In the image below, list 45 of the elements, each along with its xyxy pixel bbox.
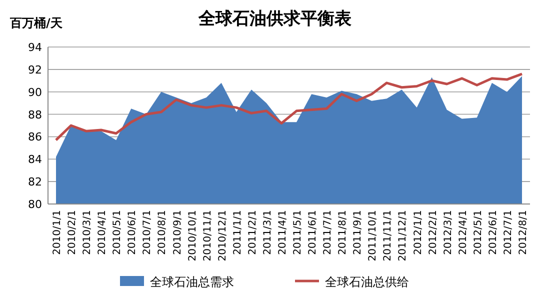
x-tick-label: 2011/10/1: [368, 210, 379, 262]
x-tick-label: 2011/2/1: [247, 210, 258, 255]
x-tick-label: 2010/9/1: [172, 210, 184, 255]
x-tick-label: 2010/1/1: [52, 210, 63, 255]
x-tick-label: 2010/11/1: [202, 210, 214, 262]
x-tick-label: 2011/6/1: [308, 210, 319, 255]
x-tick-label: 2011/12/1: [398, 210, 409, 262]
y-tick-label: 82: [28, 176, 42, 189]
x-tick-label: 2012/3/1: [442, 210, 454, 255]
x-tick-label: 2011/8/1: [338, 210, 349, 255]
x-tick-label: 2011/7/1: [322, 210, 334, 255]
x-tick-label: 2012/7/1: [502, 210, 514, 255]
x-tick-label: 2012/4/1: [458, 210, 469, 255]
x-tick-label: 2012/5/1: [472, 210, 484, 255]
chart-title: 全球石油供求平衡表: [198, 9, 352, 29]
x-tick-label: 2010/4/1: [97, 210, 108, 255]
legend-label: 全球石油总需求: [150, 275, 234, 289]
x-tick-label: 2010/8/1: [157, 210, 168, 255]
x-tick-label: 2012/2/1: [428, 210, 439, 255]
x-tick-label: 2011/1/1: [232, 210, 244, 255]
x-tick-label: 2010/6/1: [127, 210, 138, 255]
y-tick-label: 86: [28, 130, 42, 144]
x-tick-label: 2010/10/1: [187, 210, 198, 262]
x-tick-label: 2011/4/1: [277, 210, 288, 255]
y-tick-label: 88: [28, 108, 42, 122]
x-tick-label: 2012/8/1: [518, 210, 529, 255]
legend-label: 全球石油总供给: [325, 275, 409, 289]
x-tick-label: 2010/2/1: [67, 210, 78, 255]
x-tick-label: 2010/12/1: [217, 210, 228, 262]
x-tick-label: 2010/3/1: [82, 210, 94, 255]
y-tick-label: 92: [28, 63, 42, 76]
y-axis-title: 百万桶/天: [9, 16, 64, 30]
y-tick-label: 80: [28, 198, 42, 211]
x-tick-label: 2012/1/1: [412, 210, 424, 255]
line-series: [54, 72, 524, 142]
x-tick-label: 2010/5/1: [112, 210, 124, 255]
x-tick-label: 2011/9/1: [352, 210, 364, 255]
x-tick-label: 2011/11/1: [382, 210, 394, 262]
x-tick-label: 2010/7/1: [142, 210, 154, 255]
x-tick-label: 2011/5/1: [292, 210, 304, 255]
y-tick-label: 94: [28, 41, 42, 54]
x-tick-label: 2011/3/1: [262, 210, 274, 255]
y-tick-label: 90: [28, 86, 42, 99]
y-tick-label: 84: [28, 153, 42, 166]
x-tick-label: 2012/6/1: [488, 210, 499, 255]
